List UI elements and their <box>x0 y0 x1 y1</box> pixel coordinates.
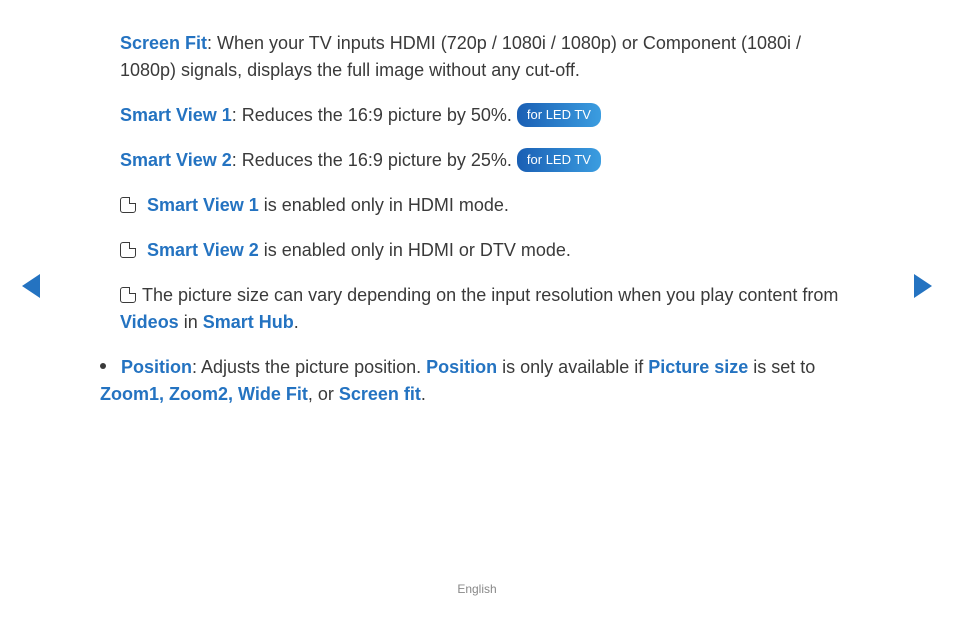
sv2-label: Smart View 2 <box>120 150 232 170</box>
prev-arrow[interactable] <box>22 274 40 298</box>
note1-tail: is enabled only in HDMI mode. <box>259 195 509 215</box>
position-label: Position <box>121 357 192 377</box>
pos-or: , or <box>308 384 339 404</box>
note2-tail: is enabled only in HDMI or DTV mode. <box>259 240 571 260</box>
sv2-desc: : Reduces the 16:9 picture by 25%. <box>232 150 517 170</box>
pos-b: is only available if <box>497 357 648 377</box>
note3-in: in <box>179 312 203 332</box>
note2-label: Smart View 2 <box>147 240 259 260</box>
sv1-label: Smart View 1 <box>120 105 232 125</box>
smart-hub-label: Smart Hub <box>203 312 294 332</box>
screen-fit-entry: Screen Fit: When your TV inputs HDMI (72… <box>120 30 860 84</box>
next-arrow[interactable] <box>914 274 932 298</box>
note-1: Smart View 1 is enabled only in HDMI mod… <box>120 192 860 219</box>
pos-a: : Adjusts the picture position. <box>192 357 426 377</box>
note-icon <box>120 242 136 258</box>
note-icon <box>120 197 136 213</box>
smart-view-2-entry: Smart View 2: Reduces the 16:9 picture b… <box>120 147 860 174</box>
position-entry: Position: Adjusts the picture position. … <box>100 354 860 408</box>
screen-fit-label: Screen Fit <box>120 33 207 53</box>
zoom-options: Zoom1, Zoom2, Wide Fit <box>100 384 308 404</box>
smart-view-1-entry: Smart View 1: Reduces the 16:9 picture b… <box>120 102 860 129</box>
pos-c: is set to <box>748 357 815 377</box>
bullet-icon <box>100 363 106 369</box>
note3-period: . <box>294 312 299 332</box>
sv1-desc: : Reduces the 16:9 picture by 50%. <box>232 105 517 125</box>
note-icon <box>120 287 136 303</box>
led-tv-pill: for LED TV <box>517 148 601 172</box>
picture-size-label: Picture size <box>648 357 748 377</box>
position-label-2: Position <box>426 357 497 377</box>
footer-language: English <box>0 582 954 596</box>
note1-label: Smart View 1 <box>147 195 259 215</box>
note3-lead: The picture size can vary depending on t… <box>142 285 838 305</box>
note-3: The picture size can vary depending on t… <box>120 282 860 336</box>
pos-period: . <box>421 384 426 404</box>
led-tv-pill: for LED TV <box>517 103 601 127</box>
screen-fit-option: Screen fit <box>339 384 421 404</box>
videos-label: Videos <box>120 312 179 332</box>
note-2: Smart View 2 is enabled only in HDMI or … <box>120 237 860 264</box>
screen-fit-desc: : When your TV inputs HDMI (720p / 1080i… <box>120 33 801 80</box>
document-body: Screen Fit: When your TV inputs HDMI (72… <box>120 30 860 426</box>
